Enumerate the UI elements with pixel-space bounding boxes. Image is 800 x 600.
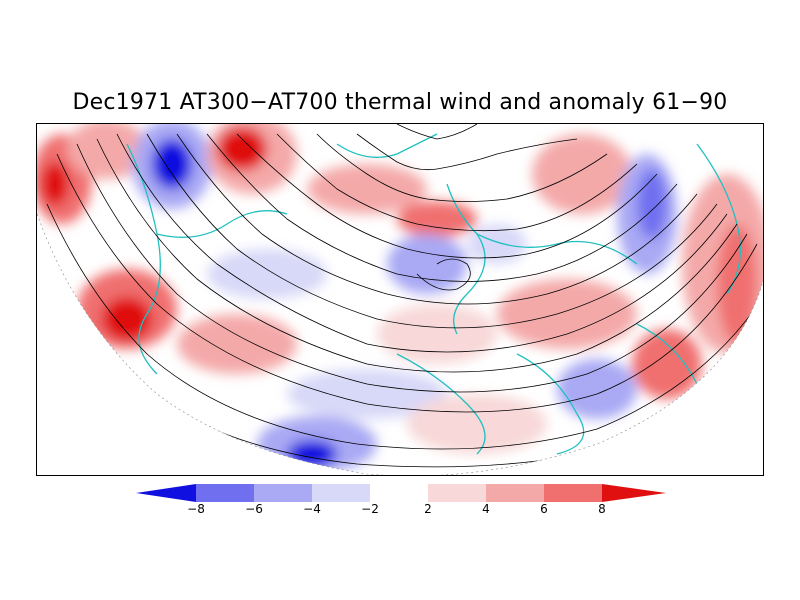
colorbar-label: 2 [424, 502, 432, 516]
colorbar-bin-pos-2 [486, 484, 544, 502]
colorbar-bin-neg-2 [254, 484, 312, 502]
colorbar-bin-pos-1 [428, 484, 486, 502]
thermal-wind-map [37, 124, 763, 475]
colorbar-bin-neg-3 [196, 484, 254, 502]
thermal-wind-streamlines [41, 124, 763, 468]
colorbar-label: −2 [361, 502, 379, 516]
colorbar-bin-pos-4 [602, 484, 666, 502]
map-title: Dec1971 AT300−AT700 thermal wind and ano… [72, 90, 728, 115]
colorbar-bin-zero [370, 484, 428, 502]
colorbar-label: 8 [598, 502, 606, 516]
colorbar-label: −8 [187, 502, 205, 516]
colorbar-bin-neg-4 [136, 484, 196, 502]
colorbar-bin-pos-3 [544, 484, 602, 502]
colorbar-label: −6 [245, 502, 263, 516]
colorbar-label: 6 [540, 502, 548, 516]
colorbar-label: −4 [303, 502, 321, 516]
anomaly-shading [37, 124, 763, 475]
map-panel [36, 123, 764, 476]
colorbar-bin-neg-1 [312, 484, 370, 502]
colorbar [136, 484, 666, 502]
hemisphere-boundary [37, 213, 763, 475]
colorbar-label: 4 [482, 502, 490, 516]
